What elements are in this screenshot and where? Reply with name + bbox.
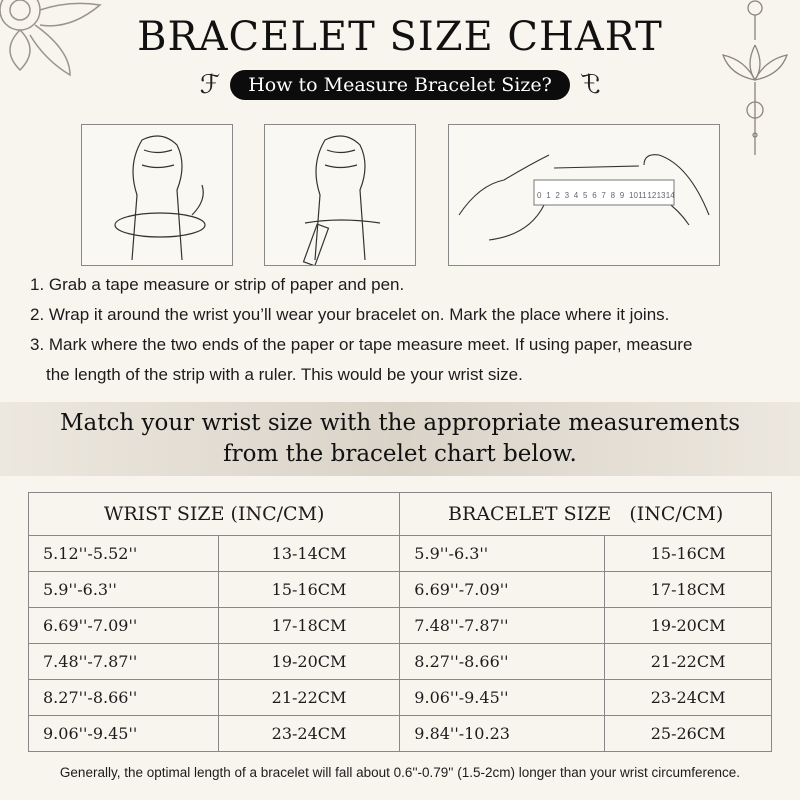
ruler-tick-label: 1 [546,191,551,200]
left-flourish-icon: ℱ [199,70,221,100]
step-1: 1. Grab a tape measure or strip of paper… [30,275,405,294]
match-instructions-band: Match your wrist size with the appropria… [0,402,800,476]
hand-tape-wrap-icon [114,135,206,261]
table-row: 7.48''-7.87'' 19-20CM 8.27''-8.66'' 21-22CM [28,643,772,680]
illustration-ruler-measure: 0 1 2 3 4 5 6 7 8 9 10 11 12 13 14 [448,124,720,266]
ruler-tick-label: 5 [583,191,588,200]
subtitle-banner: ℱ How to Measure Bracelet Size? ℱ [0,70,800,100]
bracelet-inches-cell: 9.06''-9.45'' [399,679,606,716]
bracelet-cm-cell: 23-24CM [604,679,772,716]
ruler-tick-label: 3 [565,191,570,200]
ruler-tick-label: 14 [666,191,675,200]
wrist-cm-cell: 19-20CM [217,643,401,680]
mandala-decoration-icon [0,0,102,77]
illustration-wrap-tape [81,124,233,266]
instructions-list: 1. Grab a tape measure or strip of paper… [30,270,790,390]
wrist-inches-cell: 5.9''-6.3'' [28,571,219,608]
table-row: 5.9''-6.3'' 15-16CM 6.69''-7.09'' 17-18CM [28,571,772,608]
wrist-inches-cell: 9.06''-9.45'' [28,715,219,752]
bracelet-cm-cell: 21-22CM [604,643,772,680]
wrist-cm-cell: 23-24CM [217,715,401,752]
table-row: 9.06''-9.45'' 23-24CM 9.84''-10.23 25-26CM [28,715,772,752]
table-row: 8.27''-8.66'' 21-22CM 9.06''-9.45'' 23-24CM [28,679,772,716]
ruler-tick-label: 12 [647,191,656,200]
lotus-hanging-decoration-icon [721,0,789,155]
ruler-tick-label: 7 [601,191,606,200]
wrist-inches-cell: 7.48''-7.87'' [28,643,219,680]
hands-ruler-icon: 0 1 2 3 4 5 6 7 8 9 10 11 12 13 14 [458,154,710,241]
wrist-cm-cell: 15-16CM [217,571,401,608]
right-flourish-icon: ℱ [579,70,601,100]
ruler-tick-label: 13 [657,191,666,200]
step-2: 2. Wrap it around the wrist you’ll wear … [30,305,670,324]
band-line-1: Match your wrist size with the appropria… [59,410,741,436]
page-title: BRACELET SIZE CHART [137,14,663,60]
bracelet-inches-cell: 8.27''-8.66'' [399,643,606,680]
table-row: 6.69''-7.09'' 17-18CM 7.48''-7.87'' 19-20CM [28,607,772,644]
bracelet-cm-cell: 15-16CM [604,535,772,572]
wrist-inches-cell: 6.69''-7.09'' [28,607,219,644]
ruler-tick-label: 6 [592,191,597,200]
wrist-size-header: WRIST SIZE (INC/CM) [27,492,401,536]
bracelet-inches-cell: 6.69''-7.09'' [399,571,606,608]
step-3-continued: the length of the strip with a ruler. Th… [46,365,523,384]
bracelet-cm-cell: 19-20CM [604,607,772,644]
wrist-cm-cell: 17-18CM [217,607,401,644]
ruler-tick-label: 11 [638,191,647,200]
bracelet-cm-cell: 25-26CM [604,715,772,752]
wrist-cm-cell: 21-22CM [217,679,401,716]
wrist-cm-cell: 13-14CM [217,535,401,572]
ruler-tick-label: 2 [555,191,560,200]
band-line-2: from the bracelet chart below. [223,441,577,467]
footnote: Generally, the optimal length of a brace… [59,765,741,780]
wrist-inches-cell: 5.12''-5.52'' [28,535,219,572]
table-header-row: WRIST SIZE (INC/CM) BRACELET SIZE (INC/C… [27,492,772,536]
ruler-tick-label: 10 [629,191,638,200]
size-chart-table: WRIST SIZE (INC/CM) BRACELET SIZE (INC/C… [27,492,772,752]
ruler-tick-label: 9 [620,191,625,200]
ruler-tick-label: 8 [611,191,616,200]
bracelet-cm-cell: 17-18CM [604,571,772,608]
subtitle-pill: How to Measure Bracelet Size? [230,70,570,100]
ruler-tick-label: 4 [574,191,579,200]
table-row: 5.12''-5.52'' 13-14CM 5.9''-6.3'' 15-16CM [28,535,772,572]
bracelet-size-header: BRACELET SIZE (INC/CM) [399,492,772,536]
illustration-mark-pen [264,124,416,267]
ruler-tick-label: 0 [537,191,542,200]
hand-pen-mark-icon [302,135,381,267]
bracelet-inches-cell: 9.84''-10.23 [399,715,606,752]
bracelet-inches-cell: 7.48''-7.87'' [399,607,606,644]
step-3: 3. Mark where the two ends of the paper … [30,335,693,354]
wrist-inches-cell: 8.27''-8.66'' [28,679,219,716]
bracelet-inches-cell: 5.9''-6.3'' [399,535,606,572]
